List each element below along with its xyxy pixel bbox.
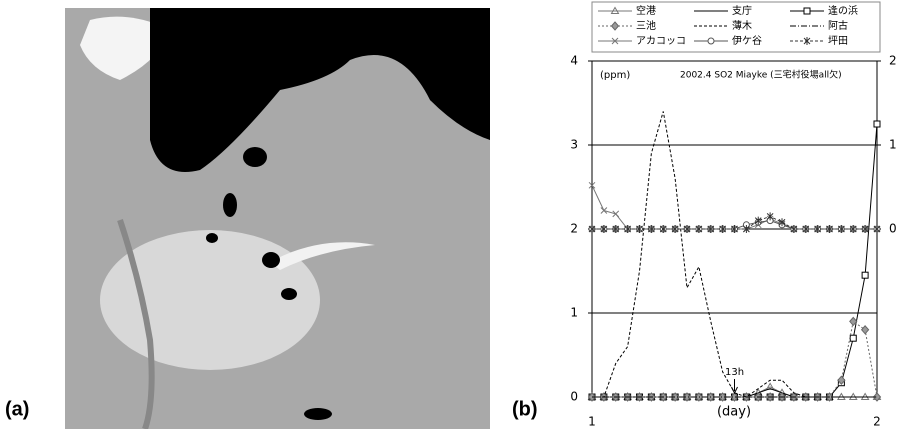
legend-label: 支庁 [732,4,752,17]
data-point [802,225,810,233]
legend-marker [610,21,620,31]
data-point [600,207,608,214]
data-point [600,225,608,233]
data-point [694,392,704,402]
data-point [754,216,762,225]
data-point [707,225,715,233]
data-point [731,225,738,233]
legend-label: 伊ケ谷 [732,35,762,47]
data-point [790,225,798,233]
satellite-image [65,8,490,430]
data-point [588,225,596,233]
data-point [873,225,881,233]
data-point [670,392,680,402]
data-point [636,225,643,233]
legend-label: 坪田 [828,34,848,47]
x-tick-label: 2 [873,415,881,429]
data-point [765,382,775,390]
data-point [671,225,679,233]
data-point [682,392,692,402]
legend-label: 阿古 [828,19,848,32]
y-tick-label: 2 [570,222,578,236]
data-point [659,225,667,233]
y-tick-label: 0 [570,390,578,404]
data-point [695,225,703,233]
series-line [592,123,878,398]
data-point [778,218,786,227]
y2-tick-label: 1 [889,138,897,152]
data-point [719,225,726,233]
legend-box [591,1,881,53]
data-point [743,225,750,233]
data-point [826,225,833,233]
data-point [612,210,620,218]
y-tick-label: 3 [570,138,578,152]
legend-label: アカコッコ [636,35,686,47]
data-point [837,375,846,385]
legend-marker [707,37,715,45]
x-axis-label: (day) [717,405,751,420]
data-point [624,225,631,233]
y-tick-label: 4 [570,54,578,68]
panel-label: (b) [512,398,538,420]
chart-title: 2002.4 SO2 Miayke (三宅村役場all欠) [680,69,842,81]
data-point [730,392,739,402]
data-point [861,225,869,233]
legend-label: 三池 [636,19,656,32]
y2-tick-label: 0 [889,222,897,236]
legend-label: 薄木 [732,19,752,32]
data-point [849,316,858,327]
y-tick-label: 1 [570,306,578,320]
legend-label: 空港 [636,4,656,17]
data-point [766,212,774,221]
annotation: 13h [725,367,744,378]
annotation-arrowhead [731,386,738,395]
series-line [591,185,877,230]
legend-marker [610,6,620,14]
data-point [814,225,821,233]
data-point [718,392,727,402]
y2-tick-label: 2 [889,54,897,68]
y-unit: (ppm) [600,70,630,81]
legend-marker [803,7,811,15]
data-point [683,225,691,233]
series-line [592,111,877,398]
data-point [861,271,869,279]
legend-marker [803,37,811,45]
data-point [849,225,857,233]
legend-marker [611,37,619,45]
data-point [849,334,857,342]
data-point [838,225,845,233]
data-point [612,225,620,233]
data-point [860,325,870,335]
data-point [588,181,596,189]
data-point [873,120,881,128]
x-tick-label: 1 [588,415,596,429]
data-point [648,225,655,233]
legend-label: 逢の浜 [828,5,858,17]
panel-label: (a) [5,398,29,420]
